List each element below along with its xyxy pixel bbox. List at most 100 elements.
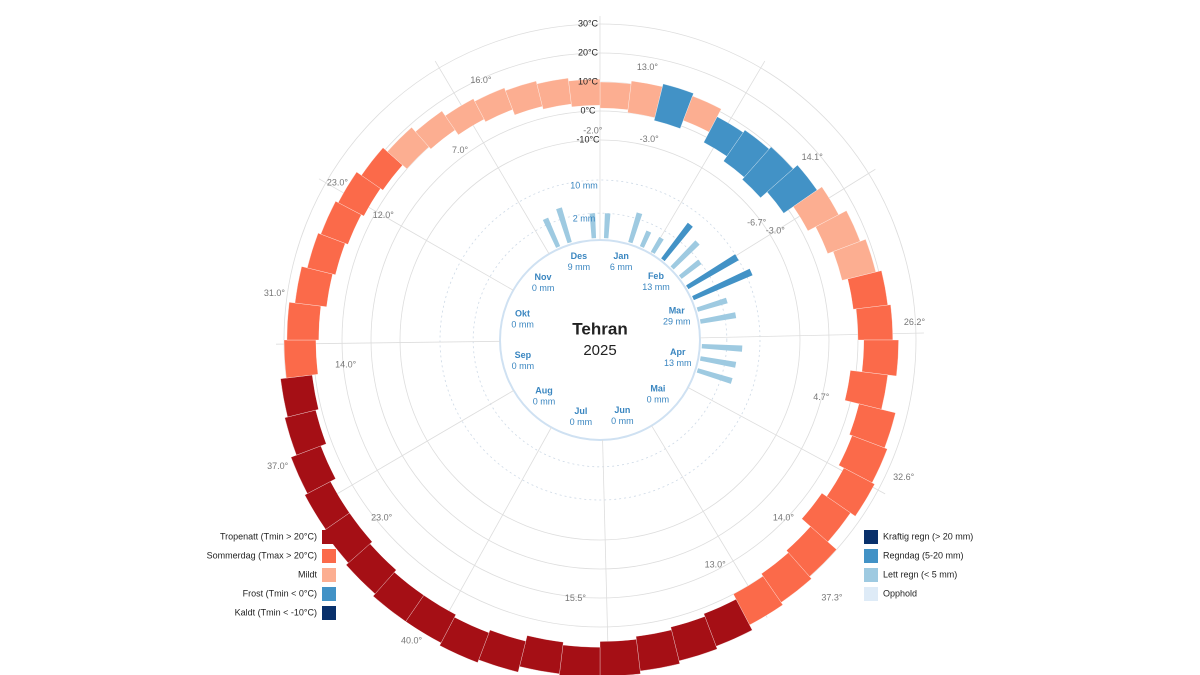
legend-label: Sommerdag (Tmax > 20°C) [207, 550, 317, 560]
month-label: Jul [574, 406, 587, 416]
legend-swatch [864, 587, 878, 601]
extreme-label: 13.0° [637, 62, 659, 72]
temp-bar [283, 339, 319, 379]
extreme-label: -3.0° [640, 134, 660, 144]
extreme-label: 23.0° [371, 512, 393, 522]
legend-swatch [322, 587, 336, 601]
temp-bar [826, 467, 875, 517]
legend-swatch [322, 549, 336, 563]
precip-bar [639, 230, 652, 248]
y-tick-label: 30°C [578, 18, 599, 28]
temp-bar [444, 98, 485, 136]
temp-bar [345, 543, 397, 595]
temp-bar [304, 481, 350, 530]
month-label: Mar [669, 306, 686, 316]
month-label: Jan [613, 251, 629, 261]
precip-ring [439, 179, 761, 501]
precip-bar [556, 207, 572, 244]
y-tick-label: 0°C [580, 105, 596, 115]
y-tick-label: -10°C [576, 134, 600, 144]
month-spoke [434, 60, 550, 255]
temp-bar [599, 639, 641, 675]
precip-bar [650, 236, 664, 254]
month-label: Mai [650, 384, 665, 394]
legend-label: Mildt [298, 569, 318, 579]
extreme-label: 14.0° [773, 512, 795, 522]
legend-label: Kraftig regn (> 20 mm) [883, 531, 973, 541]
extreme-label: 7.0° [452, 145, 469, 155]
temp-bar [290, 445, 336, 494]
month-precip: 0 mm [532, 283, 555, 293]
temp-bar [294, 266, 333, 307]
month-label: Apr [670, 347, 686, 357]
extreme-label: 13.0° [705, 559, 727, 569]
month-precip: 0 mm [512, 361, 535, 371]
extreme-label: 32.6° [893, 472, 915, 482]
extreme-label: 37.3° [821, 593, 843, 603]
precip-bar [701, 343, 743, 352]
month-precip: 0 mm [647, 395, 670, 405]
temp-bar [387, 127, 430, 170]
legend-label: Lett regn (< 5 mm) [883, 569, 957, 579]
temp-bar [286, 302, 322, 341]
month-spoke [602, 439, 609, 664]
precip-bar [603, 213, 611, 239]
month-label: Feb [648, 271, 665, 281]
precip-bar [678, 259, 702, 279]
precip-tick-label: 2 mm [573, 214, 596, 224]
temp-bar [372, 571, 424, 622]
temp-bar [599, 81, 632, 110]
legend-swatch [864, 549, 878, 563]
extreme-label: -6.7° [747, 217, 767, 227]
extreme-label: 12.0° [373, 210, 395, 220]
month-label: Jun [614, 405, 630, 415]
temp-bar [855, 304, 893, 341]
temp-bar [844, 370, 888, 410]
month-precip: 0 mm [533, 397, 556, 407]
extreme-label: 14.0° [335, 360, 357, 370]
extreme-label: 14.1° [802, 152, 824, 162]
extreme-label: 26.2° [904, 317, 926, 327]
month-precip: 29 mm [663, 317, 691, 327]
month-precip: 0 mm [570, 417, 593, 427]
precip-base [499, 239, 701, 441]
month-spoke [651, 425, 768, 618]
precip-bar [661, 222, 693, 262]
month-precip: 0 mm [511, 319, 534, 329]
month-precip: 0 mm [611, 416, 634, 426]
month-label: Aug [535, 386, 553, 396]
legend-label: Regndag (5-20 mm) [883, 550, 964, 560]
legend-label: Frost (Tmin < 0°C) [243, 588, 317, 598]
temp-bar [861, 339, 899, 377]
legend-label: Opphold [883, 588, 917, 598]
month-spoke [320, 390, 514, 504]
temp-bar [683, 95, 722, 133]
chart-title: Tehran [572, 319, 627, 338]
temp-bar [284, 409, 327, 456]
temp-bar [337, 171, 381, 217]
extreme-label: 4.7° [813, 392, 830, 402]
precip-bar [686, 254, 739, 290]
month-label: Okt [515, 308, 530, 318]
month-precip: 6 mm [610, 262, 633, 272]
temp-bar [653, 83, 694, 129]
legend-label: Kaldt (Tmin < -10°C) [235, 607, 317, 617]
temp-bar [361, 147, 403, 191]
precip-tick-label: 10 mm [570, 180, 598, 190]
legend-label: Tropenatt (Tmin > 20°C) [220, 531, 317, 541]
temp-bar [415, 110, 456, 150]
precip-bar [699, 356, 737, 368]
temp-bar [307, 232, 346, 275]
extreme-label: 16.0° [470, 75, 492, 85]
temp-bar [439, 617, 490, 663]
legend-swatch [864, 568, 878, 582]
precip-bar [589, 213, 597, 239]
precip-bar [699, 312, 737, 324]
extreme-label: -2.0° [583, 125, 603, 135]
extreme-label: 31.0° [264, 288, 286, 298]
temp-bar [519, 635, 564, 675]
extreme-label: 40.0° [401, 635, 423, 645]
legend-swatch [322, 530, 336, 544]
y-tick-label: 10°C [578, 76, 599, 86]
